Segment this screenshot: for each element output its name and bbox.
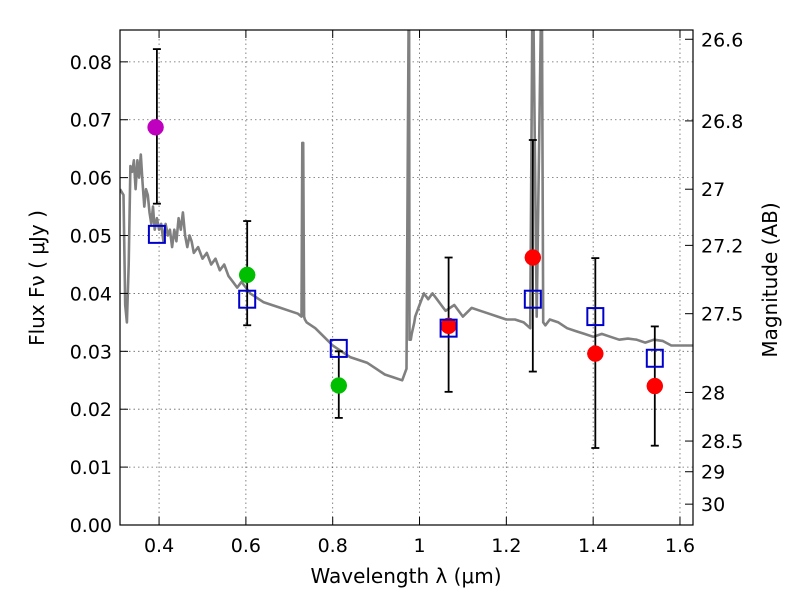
x-tick-label: 0.8 — [318, 535, 348, 557]
data-point-circle — [587, 345, 604, 362]
y-tick-label: 0.03 — [70, 341, 112, 363]
data-point-circle — [646, 377, 664, 395]
data-point-circle — [238, 266, 256, 284]
observed-fluxes — [147, 119, 664, 395]
y-tick-label: 0.05 — [70, 226, 112, 248]
y2-tick-label: 29 — [701, 462, 725, 484]
data-point-square — [523, 289, 542, 309]
y-tick-label: 0.02 — [70, 399, 112, 421]
plot-frame — [119, 29, 694, 526]
x-axis-ticks: 0.4 0.6 0.8 1 1.2 1.4 1.6 — [144, 30, 695, 557]
y2-tick-label: 27.2 — [701, 235, 743, 257]
y-tick-label: 0.08 — [70, 52, 112, 74]
data-point-square — [147, 224, 166, 244]
data-point-square — [439, 318, 458, 338]
y-tick-label: 0.01 — [70, 457, 112, 479]
y2-tick-label: 27.5 — [701, 304, 743, 326]
y2-tick-label: 26.6 — [701, 29, 743, 51]
data-point-square — [586, 307, 605, 327]
x-tick-label: 1.2 — [491, 535, 521, 557]
x-tick-label: 1.4 — [578, 535, 608, 557]
model-fluxes — [147, 224, 664, 368]
x-axis-label: Wavelength λ (μm) — [310, 564, 501, 588]
data-point-circle — [330, 377, 348, 394]
y-tick-label: 0.07 — [70, 110, 112, 132]
data-point-square — [329, 338, 348, 358]
model-spectrum — [120, 30, 693, 382]
y-tick-label: 0.04 — [70, 283, 112, 305]
model-spectrum-line — [120, 30, 693, 382]
y2-tick-label: 28.5 — [701, 431, 743, 453]
y2-tick-label: 27 — [701, 179, 725, 201]
y-tick-label: 0.06 — [70, 168, 112, 190]
x-tick-label: 1.6 — [665, 535, 695, 557]
y2-axis-label: Magnitude (AB) — [758, 202, 782, 357]
y-axis-ticks: 0.00 0.01 0.02 0.03 0.04 0.05 0.06 0.07 0.08 — [70, 52, 128, 537]
data-point-circle — [147, 119, 164, 136]
data-point-circle — [524, 249, 542, 266]
y-axis-label: Flux Fν ( μJy ) — [25, 210, 49, 346]
y2-axis-ticks: 26.6 26.8 27 27.2 27.5 28 28.5 29 30 — [685, 29, 743, 516]
y2-tick-label: 26.8 — [701, 111, 743, 133]
x-tick-label: 1 — [413, 535, 425, 557]
x-tick-label: 0.4 — [144, 535, 174, 557]
y-tick-label: 0.00 — [70, 515, 112, 537]
data-point-square — [645, 348, 664, 368]
y2-tick-label: 30 — [701, 494, 725, 516]
data-point-square — [238, 289, 257, 309]
x-tick-label: 0.6 — [231, 535, 261, 557]
y2-tick-label: 28 — [701, 382, 725, 404]
